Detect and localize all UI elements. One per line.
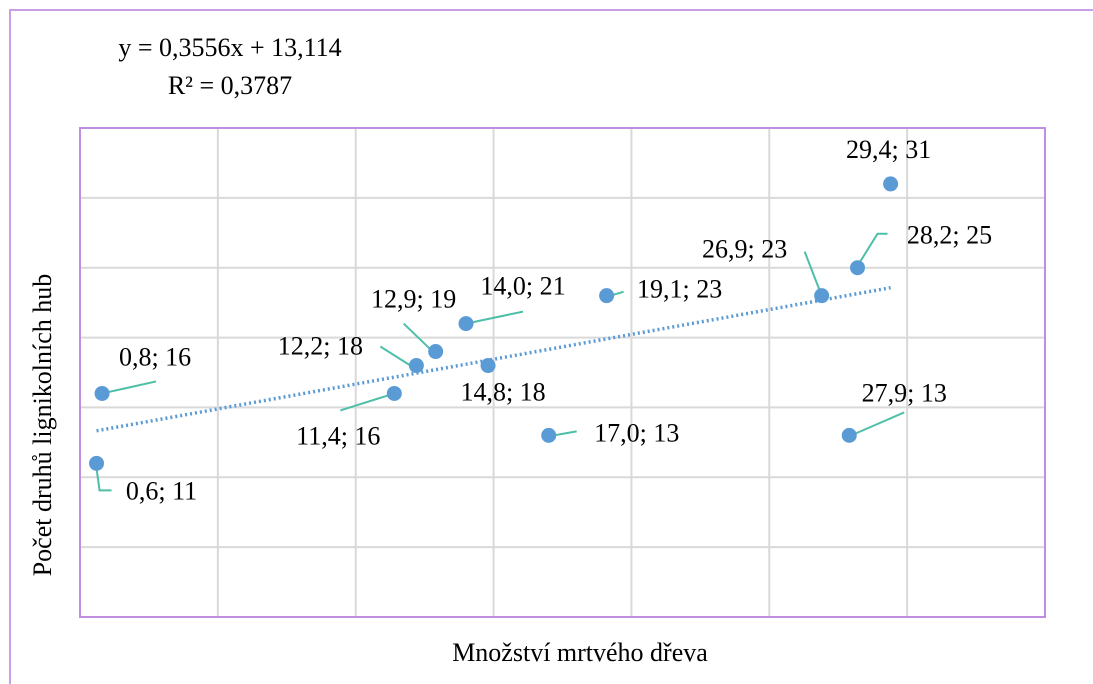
leader-line (101, 380, 157, 395)
data-label: 17,0; 13 (594, 418, 679, 447)
leader-line (850, 411, 905, 437)
leader-line (340, 392, 395, 412)
y-axis-title: Počet druhů lignikolních hub (28, 274, 57, 577)
data-label: 11,4; 16 (296, 421, 380, 450)
data-label: 0,6; 11 (126, 476, 197, 505)
data-label: 12,2; 18 (278, 331, 363, 360)
point (94, 385, 110, 401)
data-label: 26,9; 23 (702, 235, 787, 264)
leader-line (553, 430, 577, 437)
point (408, 358, 424, 374)
x-axis-title: Množství mrtvého dřeva (452, 638, 708, 667)
point (89, 455, 105, 471)
leader-line (95, 468, 112, 492)
point (850, 260, 866, 276)
data-label: 27,9; 13 (862, 378, 947, 407)
data-label: 29,4; 31 (846, 135, 931, 164)
leader-line (465, 310, 524, 325)
leader-line (402, 322, 432, 351)
point (428, 344, 444, 360)
point (458, 316, 474, 332)
chart-border (9, 9, 1093, 684)
data-label: 14,8; 18 (460, 377, 545, 406)
leader-line (858, 232, 888, 264)
point (841, 427, 857, 443)
trend-r2: R² = 0,3787 (168, 71, 292, 100)
point (386, 385, 402, 401)
point (599, 288, 615, 304)
leader-line (803, 251, 823, 297)
point (883, 176, 899, 192)
data-label: 0,8; 16 (119, 342, 191, 371)
data-label: 12,9; 19 (371, 285, 456, 314)
data-label: 14,0; 21 (480, 272, 565, 301)
point (541, 427, 557, 443)
data-label: 19,1; 23 (637, 275, 722, 304)
point (480, 358, 496, 374)
plot-border (79, 127, 1046, 618)
leader-line (379, 345, 411, 367)
point (814, 288, 830, 304)
data-label: 28,2; 25 (907, 221, 992, 250)
trend-equation: y = 0,3556x + 13,114 (118, 33, 341, 62)
